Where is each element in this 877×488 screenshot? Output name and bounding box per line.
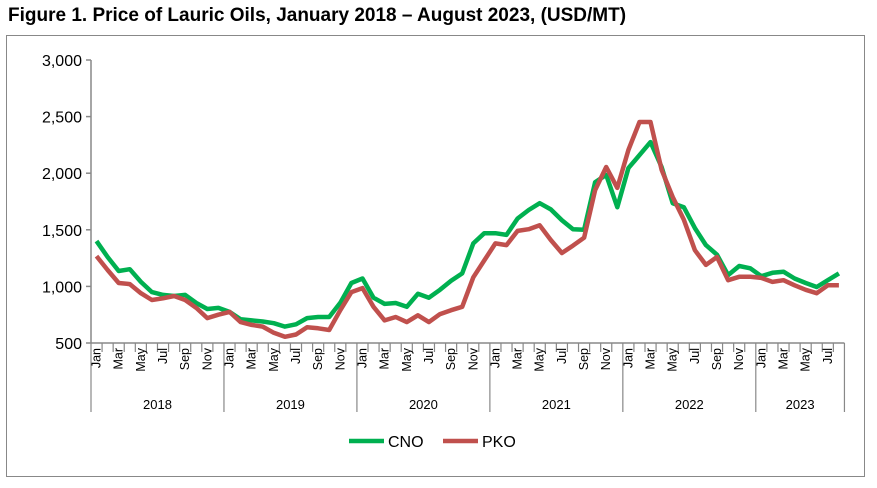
month-label: Jul bbox=[156, 348, 170, 364]
y-tick-label: 1,500 bbox=[42, 223, 82, 240]
month-label: Jul bbox=[289, 348, 303, 364]
year-label: 2019 bbox=[276, 397, 305, 412]
month-label: Jan bbox=[488, 348, 502, 368]
month-label: Mar bbox=[644, 348, 658, 370]
year-label: 2022 bbox=[675, 397, 704, 412]
chart-frame bbox=[6, 35, 865, 477]
y-tick-label: 3,000 bbox=[42, 53, 82, 70]
month-label: Mar bbox=[378, 348, 392, 370]
month-label: May bbox=[134, 347, 148, 371]
month-label: Jan bbox=[90, 348, 104, 368]
month-label: Jan bbox=[355, 348, 369, 368]
month-label: Jul bbox=[688, 348, 702, 364]
year-label: 2020 bbox=[409, 397, 438, 412]
y-tick-label: 1,000 bbox=[42, 279, 82, 296]
month-label: Nov bbox=[200, 347, 214, 370]
month-label: Mar bbox=[245, 348, 259, 370]
month-label: Nov bbox=[732, 347, 746, 370]
month-label: Sep bbox=[577, 348, 591, 370]
month-label: May bbox=[666, 347, 680, 371]
series-line-pko bbox=[94, 119, 839, 340]
year-label: 2018 bbox=[143, 397, 172, 412]
series-line-cno bbox=[94, 139, 841, 329]
month-label: Jul bbox=[821, 348, 835, 364]
month-label: Sep bbox=[444, 348, 458, 370]
month-label: Sep bbox=[710, 348, 724, 370]
month-label: Jul bbox=[555, 348, 569, 364]
month-label: Sep bbox=[178, 348, 192, 370]
y-tick-label: 500 bbox=[55, 336, 82, 353]
month-label: Jul bbox=[422, 348, 436, 364]
year-label: 2023 bbox=[786, 397, 815, 412]
month-label: May bbox=[400, 347, 414, 371]
month-label: Jan bbox=[621, 348, 635, 368]
year-label: 2021 bbox=[542, 397, 571, 412]
month-label: Nov bbox=[333, 347, 347, 370]
month-label: Sep bbox=[311, 348, 325, 370]
month-label: Mar bbox=[777, 348, 791, 370]
month-label: Mar bbox=[112, 348, 126, 370]
legend-label-pko: PKO bbox=[482, 434, 516, 451]
month-label: Jan bbox=[223, 348, 237, 368]
y-tick-label: 2,000 bbox=[42, 166, 82, 183]
month-label: Nov bbox=[466, 347, 480, 370]
month-label: Jan bbox=[754, 348, 768, 368]
month-label: May bbox=[799, 347, 813, 371]
legend-label-cno: CNO bbox=[388, 434, 424, 451]
month-label: Nov bbox=[599, 347, 613, 370]
chart-title: Figure 1. Price of Lauric Oils, January … bbox=[8, 5, 627, 26]
month-label: May bbox=[267, 347, 281, 371]
month-label: Mar bbox=[511, 348, 525, 370]
month-label: May bbox=[533, 347, 547, 371]
y-tick-label: 2,500 bbox=[42, 110, 82, 127]
